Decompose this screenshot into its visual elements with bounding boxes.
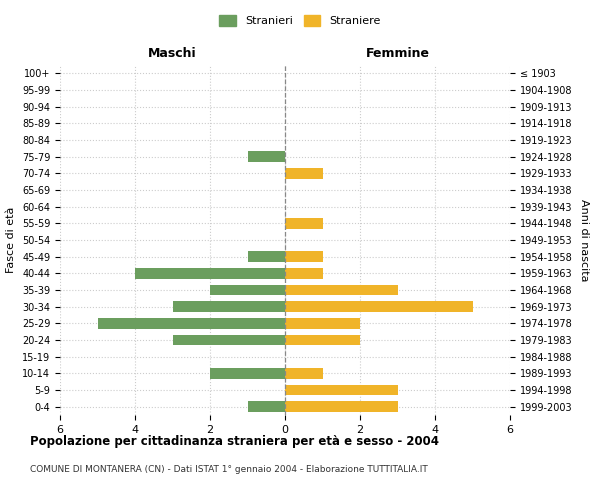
Bar xyxy=(285,284,398,296)
Bar xyxy=(285,251,323,262)
Bar xyxy=(285,168,323,179)
Legend: Stranieri, Straniere: Stranieri, Straniere xyxy=(215,10,385,31)
Bar xyxy=(285,301,473,312)
Text: COMUNE DI MONTANERA (CN) - Dati ISTAT 1° gennaio 2004 - Elaborazione TUTTITALIA.: COMUNE DI MONTANERA (CN) - Dati ISTAT 1°… xyxy=(30,465,428,474)
Text: Maschi: Maschi xyxy=(148,47,197,60)
Bar xyxy=(173,334,285,345)
Bar xyxy=(285,334,360,345)
Bar xyxy=(210,368,285,379)
Bar xyxy=(285,384,398,396)
Bar xyxy=(285,401,398,412)
Bar xyxy=(173,301,285,312)
Bar xyxy=(97,318,285,329)
Y-axis label: Anni di nascita: Anni di nascita xyxy=(579,198,589,281)
Bar xyxy=(285,368,323,379)
Bar xyxy=(285,268,323,279)
Bar xyxy=(135,268,285,279)
Text: Femmine: Femmine xyxy=(365,47,430,60)
Bar xyxy=(248,401,285,412)
Bar xyxy=(248,151,285,162)
Bar xyxy=(248,251,285,262)
Bar xyxy=(210,284,285,296)
Y-axis label: Fasce di età: Fasce di età xyxy=(7,207,16,273)
Bar xyxy=(285,318,360,329)
Bar xyxy=(285,218,323,229)
Text: Popolazione per cittadinanza straniera per età e sesso - 2004: Popolazione per cittadinanza straniera p… xyxy=(30,435,439,448)
